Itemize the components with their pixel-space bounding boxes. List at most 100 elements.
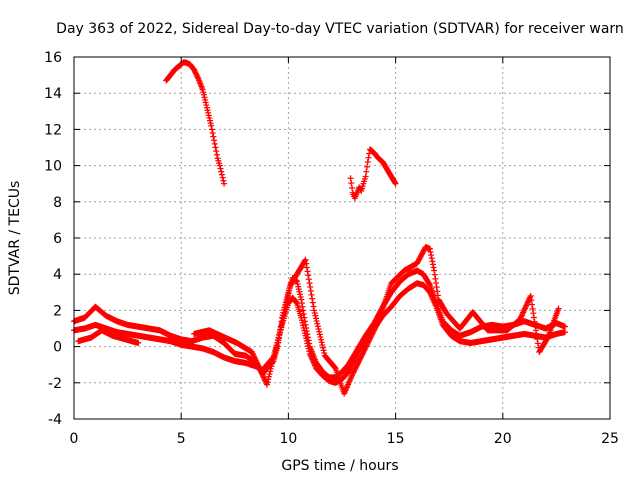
data-point [303,324,310,331]
data-point [434,292,441,299]
x-tick-label: 0 [70,431,79,447]
data-point [216,162,223,169]
data-point [271,352,278,359]
data-point [430,264,437,271]
x-tick-label: 20 [494,431,512,447]
data-point [274,339,281,346]
data-point [555,305,562,312]
data-point [208,126,215,133]
data-point [426,280,433,287]
data-point [532,323,539,330]
data-point [530,310,537,317]
data-point [276,329,283,336]
data-point [272,344,279,351]
data-point [211,140,218,147]
data-point [365,339,372,346]
data-point [321,349,328,356]
y-tick-label: -2 [48,376,62,392]
data-point [524,299,531,306]
data-point [208,122,215,129]
data-point [374,320,381,327]
data-point [194,74,201,81]
data-point [305,337,312,344]
data-point [301,314,308,321]
data-point [269,360,276,367]
data-point [561,323,568,330]
y-tick-label: 0 [53,340,62,356]
data-point [279,318,286,325]
data-point [278,323,285,330]
grid-lines [74,57,610,419]
data-point [298,300,305,307]
data-point [363,342,370,349]
data-point [431,267,438,274]
data-point [293,299,300,306]
x-tick-label: 15 [387,431,405,447]
data-point [368,331,375,338]
data-point [282,304,289,311]
data-point [270,355,277,362]
data-point [301,257,308,264]
data-point [533,331,540,338]
data-point [529,305,536,312]
x-tick-label: 25 [601,431,619,447]
data-point [316,331,323,338]
data-point [359,350,366,357]
data-point [347,175,354,182]
data-point [315,326,322,333]
data-point [213,151,220,158]
axis-ticks [73,56,611,420]
y-tick-labels: -4 -2 0 2 4 6 8 10 12 14 16 [44,50,62,428]
x-tick-label: 5 [177,431,186,447]
data-point [285,293,292,300]
y-axis-label: SDTVAR / TECUs [7,181,23,296]
data-point [364,163,371,170]
data-point [523,301,530,308]
data-point [276,331,283,338]
data-point [285,290,292,297]
data-point [433,284,440,291]
data-point [331,364,338,371]
data-point [267,365,274,372]
data-point [349,184,356,191]
data-point [363,343,370,350]
data-point [522,303,529,310]
y-tick-label: -4 [48,412,62,428]
data-point [302,256,309,263]
data-point [274,336,281,343]
data-point [298,296,305,303]
data-point [275,334,282,341]
data-point [366,336,373,343]
data-point [272,347,279,354]
data-point [302,321,309,328]
data-point [286,284,293,291]
data-point [361,346,368,353]
data-point [319,344,326,351]
data-point [371,326,378,333]
data-point [362,345,369,352]
data-point [373,322,380,329]
data-point [311,307,318,314]
data-point [520,308,527,315]
data-point [367,334,374,341]
data-point [264,378,271,385]
data-point [518,312,525,319]
data-point [528,297,535,304]
data-point [534,340,541,347]
data-point [363,168,370,175]
data-point [286,287,293,294]
data-point [528,301,535,308]
data-point [303,260,310,267]
data-point [530,314,537,321]
data-point [431,271,438,278]
data-point [517,315,524,322]
data-point [365,154,372,161]
data-point [365,338,372,345]
y-tick-label: 10 [44,159,62,175]
data-point [211,137,218,144]
data-point [360,349,367,356]
data-point [311,310,318,317]
data-point [428,252,435,259]
y-tick-label: 8 [53,195,62,211]
